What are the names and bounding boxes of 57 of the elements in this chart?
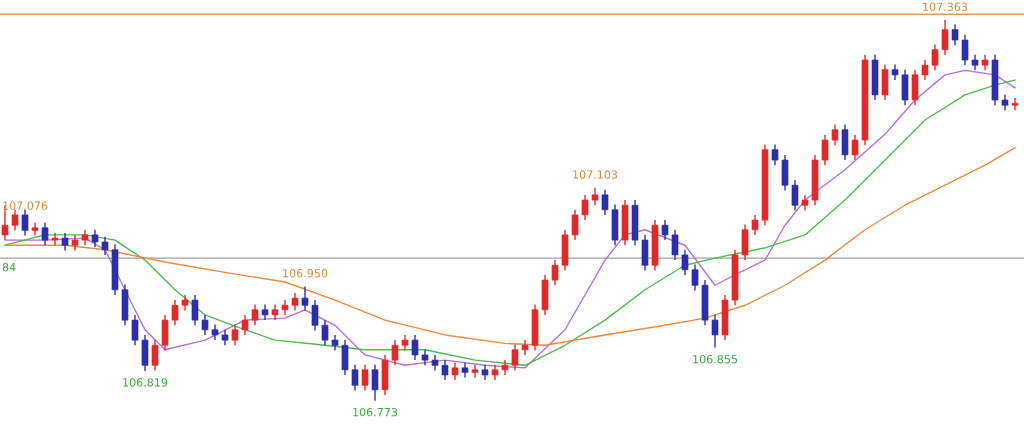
candlestick — [751, 214, 759, 236]
candlestick — [241, 314, 249, 336]
candlestick — [351, 363, 359, 392]
candlestick — [821, 134, 829, 166]
candlestick — [201, 314, 209, 336]
candlestick — [281, 299, 289, 316]
candlestick — [471, 363, 479, 379]
candlestick — [791, 179, 799, 212]
annotation: 106.950 — [283, 269, 328, 278]
candlestick — [21, 209, 29, 237]
candlestick — [101, 236, 109, 256]
candlestick — [571, 209, 579, 241]
candlestick — [391, 339, 399, 366]
candlestick — [311, 299, 319, 332]
candlestick — [931, 43, 939, 72]
annotation: 107.076 — [3, 201, 48, 210]
candlestick — [951, 23, 959, 46]
candlestick — [711, 314, 719, 349]
candlestick — [371, 363, 379, 402]
candlestick — [501, 359, 509, 376]
annotation: 107.103 — [573, 170, 618, 179]
annotation: 106.855 — [693, 354, 737, 364]
candlestick — [921, 59, 929, 81]
candlestick — [191, 294, 199, 326]
candlestick — [961, 34, 969, 66]
candlestick — [301, 285, 309, 312]
candlestick — [361, 363, 369, 392]
candlestick — [11, 209, 19, 232]
candlestick — [671, 229, 679, 261]
candlestick — [51, 232, 59, 246]
candlestick — [1011, 97, 1019, 112]
annotation: 107.363 — [923, 2, 968, 11]
candlestick — [251, 303, 259, 326]
candlestick — [691, 263, 699, 292]
candlestick — [551, 259, 559, 286]
candlestick — [411, 334, 419, 361]
candlestick — [661, 219, 669, 241]
candlestick — [851, 134, 859, 161]
candlestick — [521, 339, 529, 356]
candlestick — [231, 323, 239, 346]
candlestick — [441, 359, 449, 381]
candlestick — [581, 194, 589, 221]
candlestick — [771, 143, 779, 166]
candlestick — [511, 343, 519, 372]
annotation: 106.819 — [123, 378, 168, 387]
candlestick — [941, 19, 949, 56]
candlestick — [831, 123, 839, 146]
candlestick — [601, 189, 609, 216]
candlestick — [321, 319, 329, 346]
annotation: 106.773 — [353, 407, 398, 417]
candlestick — [171, 299, 179, 326]
candlestick — [151, 339, 159, 372]
annotation: 84 — [2, 262, 16, 272]
candlestick — [681, 249, 689, 276]
candlestick — [41, 221, 49, 246]
candlestick — [131, 314, 139, 346]
candlestick — [31, 221, 39, 237]
